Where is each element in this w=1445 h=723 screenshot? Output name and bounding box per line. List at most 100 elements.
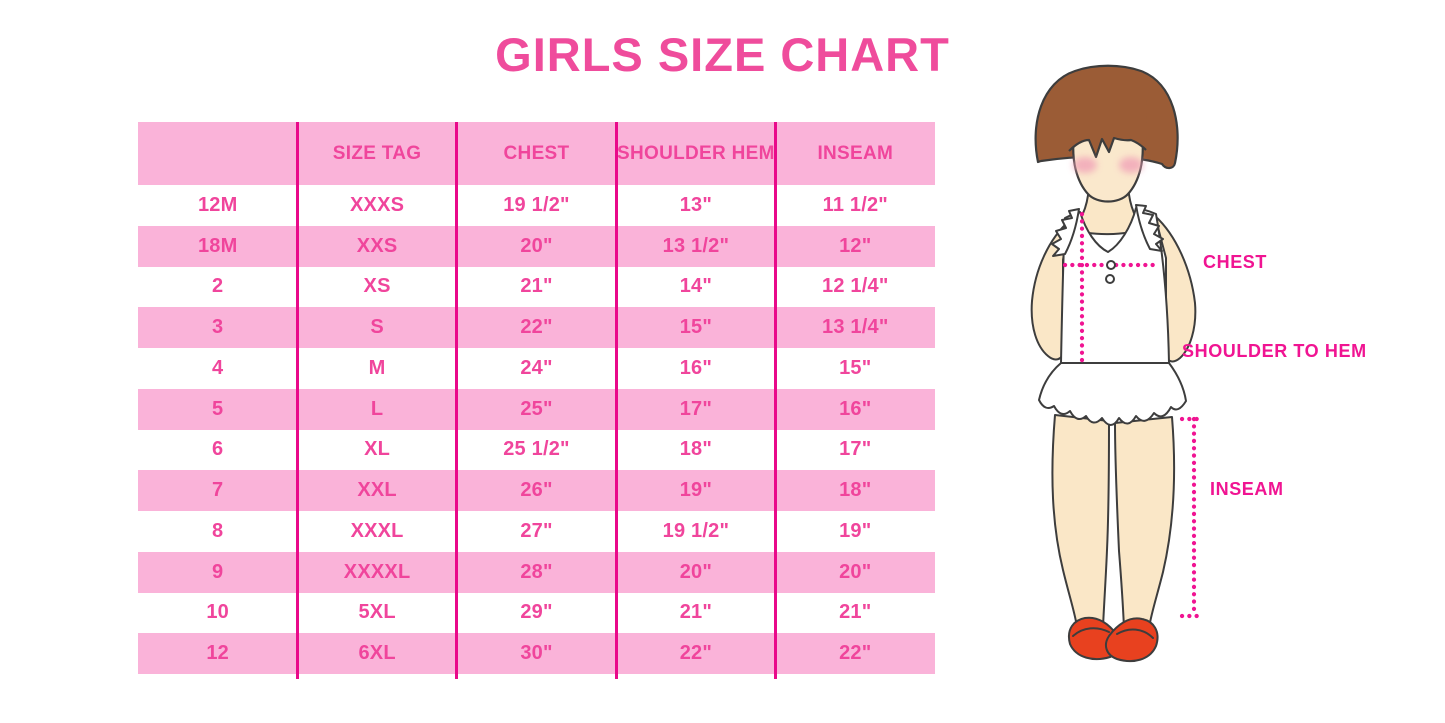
shoulder-hem-cell: 16" bbox=[679, 356, 713, 379]
size-tag-cell: XXL bbox=[357, 479, 397, 502]
left-shoulder-ruffle bbox=[1051, 208, 1080, 257]
size-cell: 7 bbox=[212, 479, 224, 502]
table-row: 18M XXS 20" 13 1/2" 12" bbox=[138, 225, 935, 267]
header-inseam-cell: INSEAM bbox=[817, 142, 894, 164]
table-row: 6 XL 25 1/2" 18" 17" bbox=[138, 430, 935, 471]
size-cell: 3 bbox=[212, 316, 224, 339]
size-tag-cell: XS bbox=[363, 275, 391, 298]
size-cell: 10 bbox=[206, 601, 230, 624]
chest-cell: 29" bbox=[520, 601, 553, 624]
shoulder-to-hem-measure-label: SHOULDER TO HEM bbox=[1182, 341, 1367, 361]
size-tag-cell: M bbox=[368, 356, 386, 379]
size-cell: 2 bbox=[212, 275, 224, 298]
bodice bbox=[1060, 207, 1170, 364]
size-cell: 9 bbox=[212, 560, 224, 583]
size-cell: 18M bbox=[197, 234, 238, 257]
chest-cell: 28" bbox=[520, 560, 553, 583]
table-row: 5 L 25" 17" 16" bbox=[138, 388, 935, 430]
inseam-cell: 19" bbox=[839, 519, 872, 542]
cheek-blush bbox=[1073, 157, 1143, 173]
size-tag-cell: XXXXL bbox=[343, 560, 411, 583]
left-shoe-strap bbox=[1072, 627, 1110, 637]
header-shoulder-hem-cell: SHOULDER HEM bbox=[617, 142, 775, 164]
header-chest-cell: CHEST bbox=[503, 142, 570, 164]
shoulder-hem-cell: 14" bbox=[679, 275, 713, 298]
size-tag-cell: XXXL bbox=[350, 519, 404, 542]
table-row: 10 5XL 29" 21" 21" bbox=[138, 593, 935, 634]
right-leg bbox=[1114, 416, 1176, 629]
table-row: 12M XXXS 19 1/2" 13" 11 1/2" bbox=[138, 185, 935, 226]
hair-bangs bbox=[1069, 100, 1147, 157]
chest-cell: 27" bbox=[520, 519, 553, 542]
inseam-cell: 12 1/4" bbox=[822, 275, 889, 298]
inseam-cell: 21" bbox=[839, 601, 872, 624]
inseam-cell: 17" bbox=[839, 438, 872, 461]
table-row: 4 M 24" 16" 15" bbox=[138, 348, 935, 389]
right-shoulder-ruffle bbox=[1135, 204, 1164, 252]
shoulder-hem-cell: 22" bbox=[679, 642, 713, 665]
shoulder-hem-cell: 13" bbox=[679, 193, 713, 216]
shoulder-hem-cell: 15" bbox=[679, 316, 713, 339]
size-cell: 12M bbox=[197, 193, 238, 216]
bottom-button bbox=[1105, 274, 1115, 284]
size-tag-cell: XXS bbox=[356, 234, 398, 257]
shoulder-hem-cell: 19 1/2" bbox=[662, 519, 730, 542]
inseam-cell: 11 1/2" bbox=[822, 193, 888, 216]
column-divider bbox=[774, 122, 777, 679]
size-tag-cell: S bbox=[370, 316, 384, 339]
size-tag-cell: 6XL bbox=[358, 642, 396, 665]
chest-cell: 26" bbox=[520, 479, 553, 502]
size-tag-cell: L bbox=[370, 397, 384, 420]
inseam-cell: 22" bbox=[839, 642, 872, 665]
size-tag-cell: 5XL bbox=[358, 601, 396, 624]
table-row: 12 6XL 30" 22" 22" bbox=[138, 633, 935, 674]
chest-cell: 25 1/2" bbox=[503, 438, 570, 461]
chest-cell: 30" bbox=[520, 642, 553, 665]
size-cell: 5 bbox=[212, 397, 224, 420]
chest-measure-label: CHEST bbox=[1203, 252, 1268, 272]
inseam-cell: 20" bbox=[839, 560, 872, 583]
top-button bbox=[1106, 260, 1116, 270]
size-table: SIZE TAG CHEST SHOULDER HEM INSEAM 12M X… bbox=[138, 122, 935, 679]
inseam-cell: 16" bbox=[839, 397, 872, 420]
header-size-tag-cell: SIZE TAG bbox=[332, 142, 422, 164]
shoulder-hem-cell: 20" bbox=[679, 560, 713, 583]
chest-cell: 19 1/2" bbox=[503, 193, 570, 216]
girl-measurement-illustration bbox=[1030, 64, 1206, 663]
size-cell: 6 bbox=[212, 438, 224, 461]
hair-fringe-outline bbox=[1068, 136, 1147, 159]
column-divider bbox=[455, 122, 458, 679]
column-divider bbox=[296, 122, 299, 679]
chest-cell: 20" bbox=[520, 234, 553, 257]
table-row: 9 XXXXL 28" 20" 20" bbox=[138, 551, 935, 593]
inseam-cell: 18" bbox=[839, 479, 872, 502]
size-cell: 12 bbox=[206, 642, 230, 665]
inseam-cell: 15" bbox=[839, 356, 872, 379]
size-tag-cell: XL bbox=[364, 438, 391, 461]
shoulder-hem-cell: 13 1/2" bbox=[662, 234, 730, 257]
shoulder-hem-cell: 18" bbox=[679, 438, 713, 461]
right-shoe bbox=[1104, 617, 1159, 663]
column-divider bbox=[615, 122, 618, 679]
size-cell: 8 bbox=[212, 519, 224, 542]
shoulder-hem-cell: 19" bbox=[679, 479, 713, 502]
inseam-measure-label: INSEAM bbox=[1210, 479, 1284, 499]
chest-cell: 25" bbox=[520, 397, 553, 420]
size-cell: 4 bbox=[212, 356, 224, 379]
chest-cell: 22" bbox=[520, 316, 553, 339]
table-header-row: SIZE TAG CHEST SHOULDER HEM INSEAM bbox=[138, 122, 935, 185]
chest-cell: 24" bbox=[520, 356, 553, 379]
chest-cell: 21" bbox=[520, 275, 553, 298]
skirt bbox=[1038, 362, 1187, 426]
page-title: GIRLS SIZE CHART bbox=[495, 28, 950, 81]
table-row: 7 XXL 26" 19" 18" bbox=[138, 470, 935, 511]
shoulder-hem-cell: 17" bbox=[679, 397, 713, 420]
table-row: 8 XXXL 27" 19 1/2" 19" bbox=[138, 511, 935, 552]
size-tag-cell: XXXS bbox=[350, 193, 405, 216]
inseam-cell: 13 1/4" bbox=[822, 316, 889, 339]
inseam-cell: 12" bbox=[839, 234, 872, 257]
table-row: 3 S 22" 15" 13 1/4" bbox=[138, 307, 935, 348]
shoulder-hem-cell: 21" bbox=[679, 601, 713, 624]
right-shoe-strap bbox=[1116, 628, 1154, 639]
